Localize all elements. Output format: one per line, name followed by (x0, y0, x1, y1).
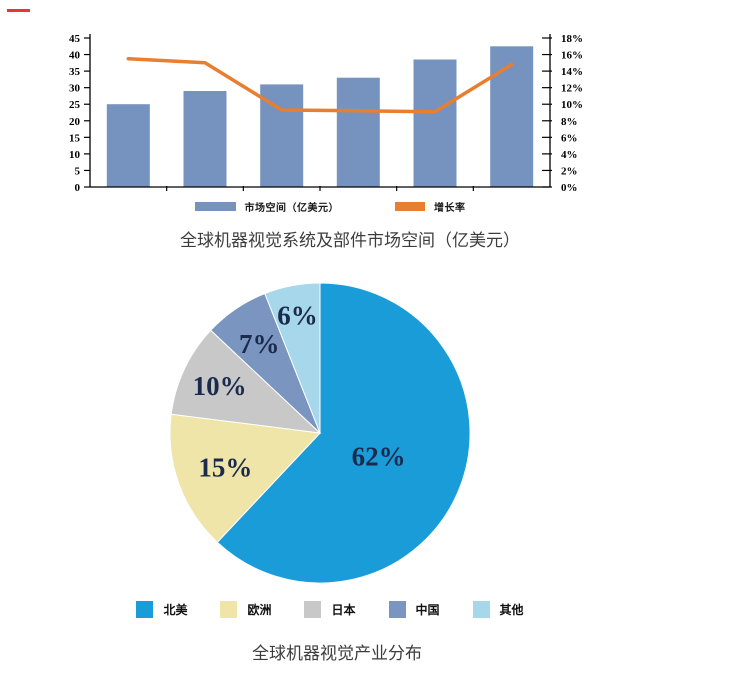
left-axis-tick-label: 20 (69, 116, 81, 128)
bar-series-swatch (194, 202, 236, 211)
north-america-swatch (136, 601, 154, 618)
right-axis-tick-label: 12% (561, 83, 583, 95)
left-axis-tick-label: 40 (69, 50, 81, 62)
pie-slice-4 (264, 282, 321, 434)
market-bar (490, 46, 534, 187)
right-axis-tick-label: 14% (561, 66, 583, 78)
other-label: 其他 (499, 603, 524, 617)
market-bar (106, 104, 150, 187)
left-axis-tick-label: 5 (75, 165, 81, 177)
pie-slice-1 (169, 413, 322, 544)
bar-series-label: 市场空间（亿美元） (244, 203, 339, 214)
pie-slice-2 (170, 329, 322, 434)
pie-chart-title: 全球机器视觉产业分布 (252, 644, 422, 663)
pie-chart: 62% 15% 10% 7%6% (169, 282, 471, 584)
legend-item-growth: 增长率 (395, 199, 466, 214)
other-swatch (472, 601, 490, 618)
pie-legend-item-europe: 欧洲 (220, 601, 271, 618)
left-axis-tick-label: 25 (69, 99, 81, 111)
pie-legend-item-japan: 日本 (304, 601, 356, 618)
growth-rate-line (126, 56, 514, 114)
pie-legend-item-china: 中国 (388, 601, 440, 618)
left-axis-tick-label: 15 (69, 132, 81, 144)
pie-data-label-1: 15% (198, 452, 252, 482)
line-series-swatch (395, 202, 425, 211)
left-axis-tick-label: 45 (69, 33, 81, 45)
pie-legend-item-other: 其他 (472, 601, 524, 618)
china-label: 中国 (415, 603, 440, 617)
market-bar (336, 77, 380, 187)
legend-item-market: 市场空间（亿美元） (194, 199, 340, 214)
right-axis-tick-label: 0% (561, 182, 578, 194)
combo-chart: 0 5 10 15 20 25 30 35 40 45 0% 2% 4% 6% 8% 10% 12% 14% 16%… (69, 33, 583, 194)
japan-swatch (304, 601, 322, 618)
china-swatch (388, 601, 406, 618)
right-axis-tick-label: 2% (561, 165, 578, 177)
line-series-label: 增长率 (434, 203, 466, 214)
pie-slice-0 (216, 282, 471, 584)
right-axis-tick-label: 18% (561, 33, 583, 45)
red-accent-dash (7, 9, 30, 12)
right-axis-tick-label: 16% (561, 50, 583, 62)
left-axis-tick-label: 10 (69, 149, 81, 161)
market-bar (183, 91, 227, 187)
combo-chart-legend: 市场空间（亿美元） 增长率 (0, 199, 660, 214)
right-axis-tick-label: 10% (561, 99, 583, 111)
pie-data-label-2: 10% (193, 371, 247, 401)
market-bar (413, 59, 457, 187)
pie-chart-legend: 北美 欧洲 日本 中国 其他 (0, 601, 660, 618)
europe-swatch (220, 601, 238, 618)
europe-label: 欧洲 (247, 603, 272, 617)
right-axis-tick-label: 4% (561, 149, 578, 161)
pie-data-label-0: 62% (352, 442, 406, 472)
combo-chart-title: 全球机器视觉系统及部件市场空间（亿美元） (180, 231, 520, 250)
pie-data-label-4: 6% (277, 301, 318, 331)
north-america-label: 北美 (163, 603, 188, 617)
left-axis-tick-label: 35 (69, 66, 81, 78)
left-axis-tick-label: 0 (75, 182, 81, 194)
left-axis-tick-label: 30 (69, 83, 81, 95)
right-axis-tick-label: 8% (561, 116, 578, 128)
japan-label: 日本 (331, 603, 356, 617)
pie-data-label-3: 7% (239, 329, 279, 359)
right-axis-tick-label: 6% (561, 132, 578, 144)
pie-legend-item-north-america: 北美 (136, 601, 187, 618)
